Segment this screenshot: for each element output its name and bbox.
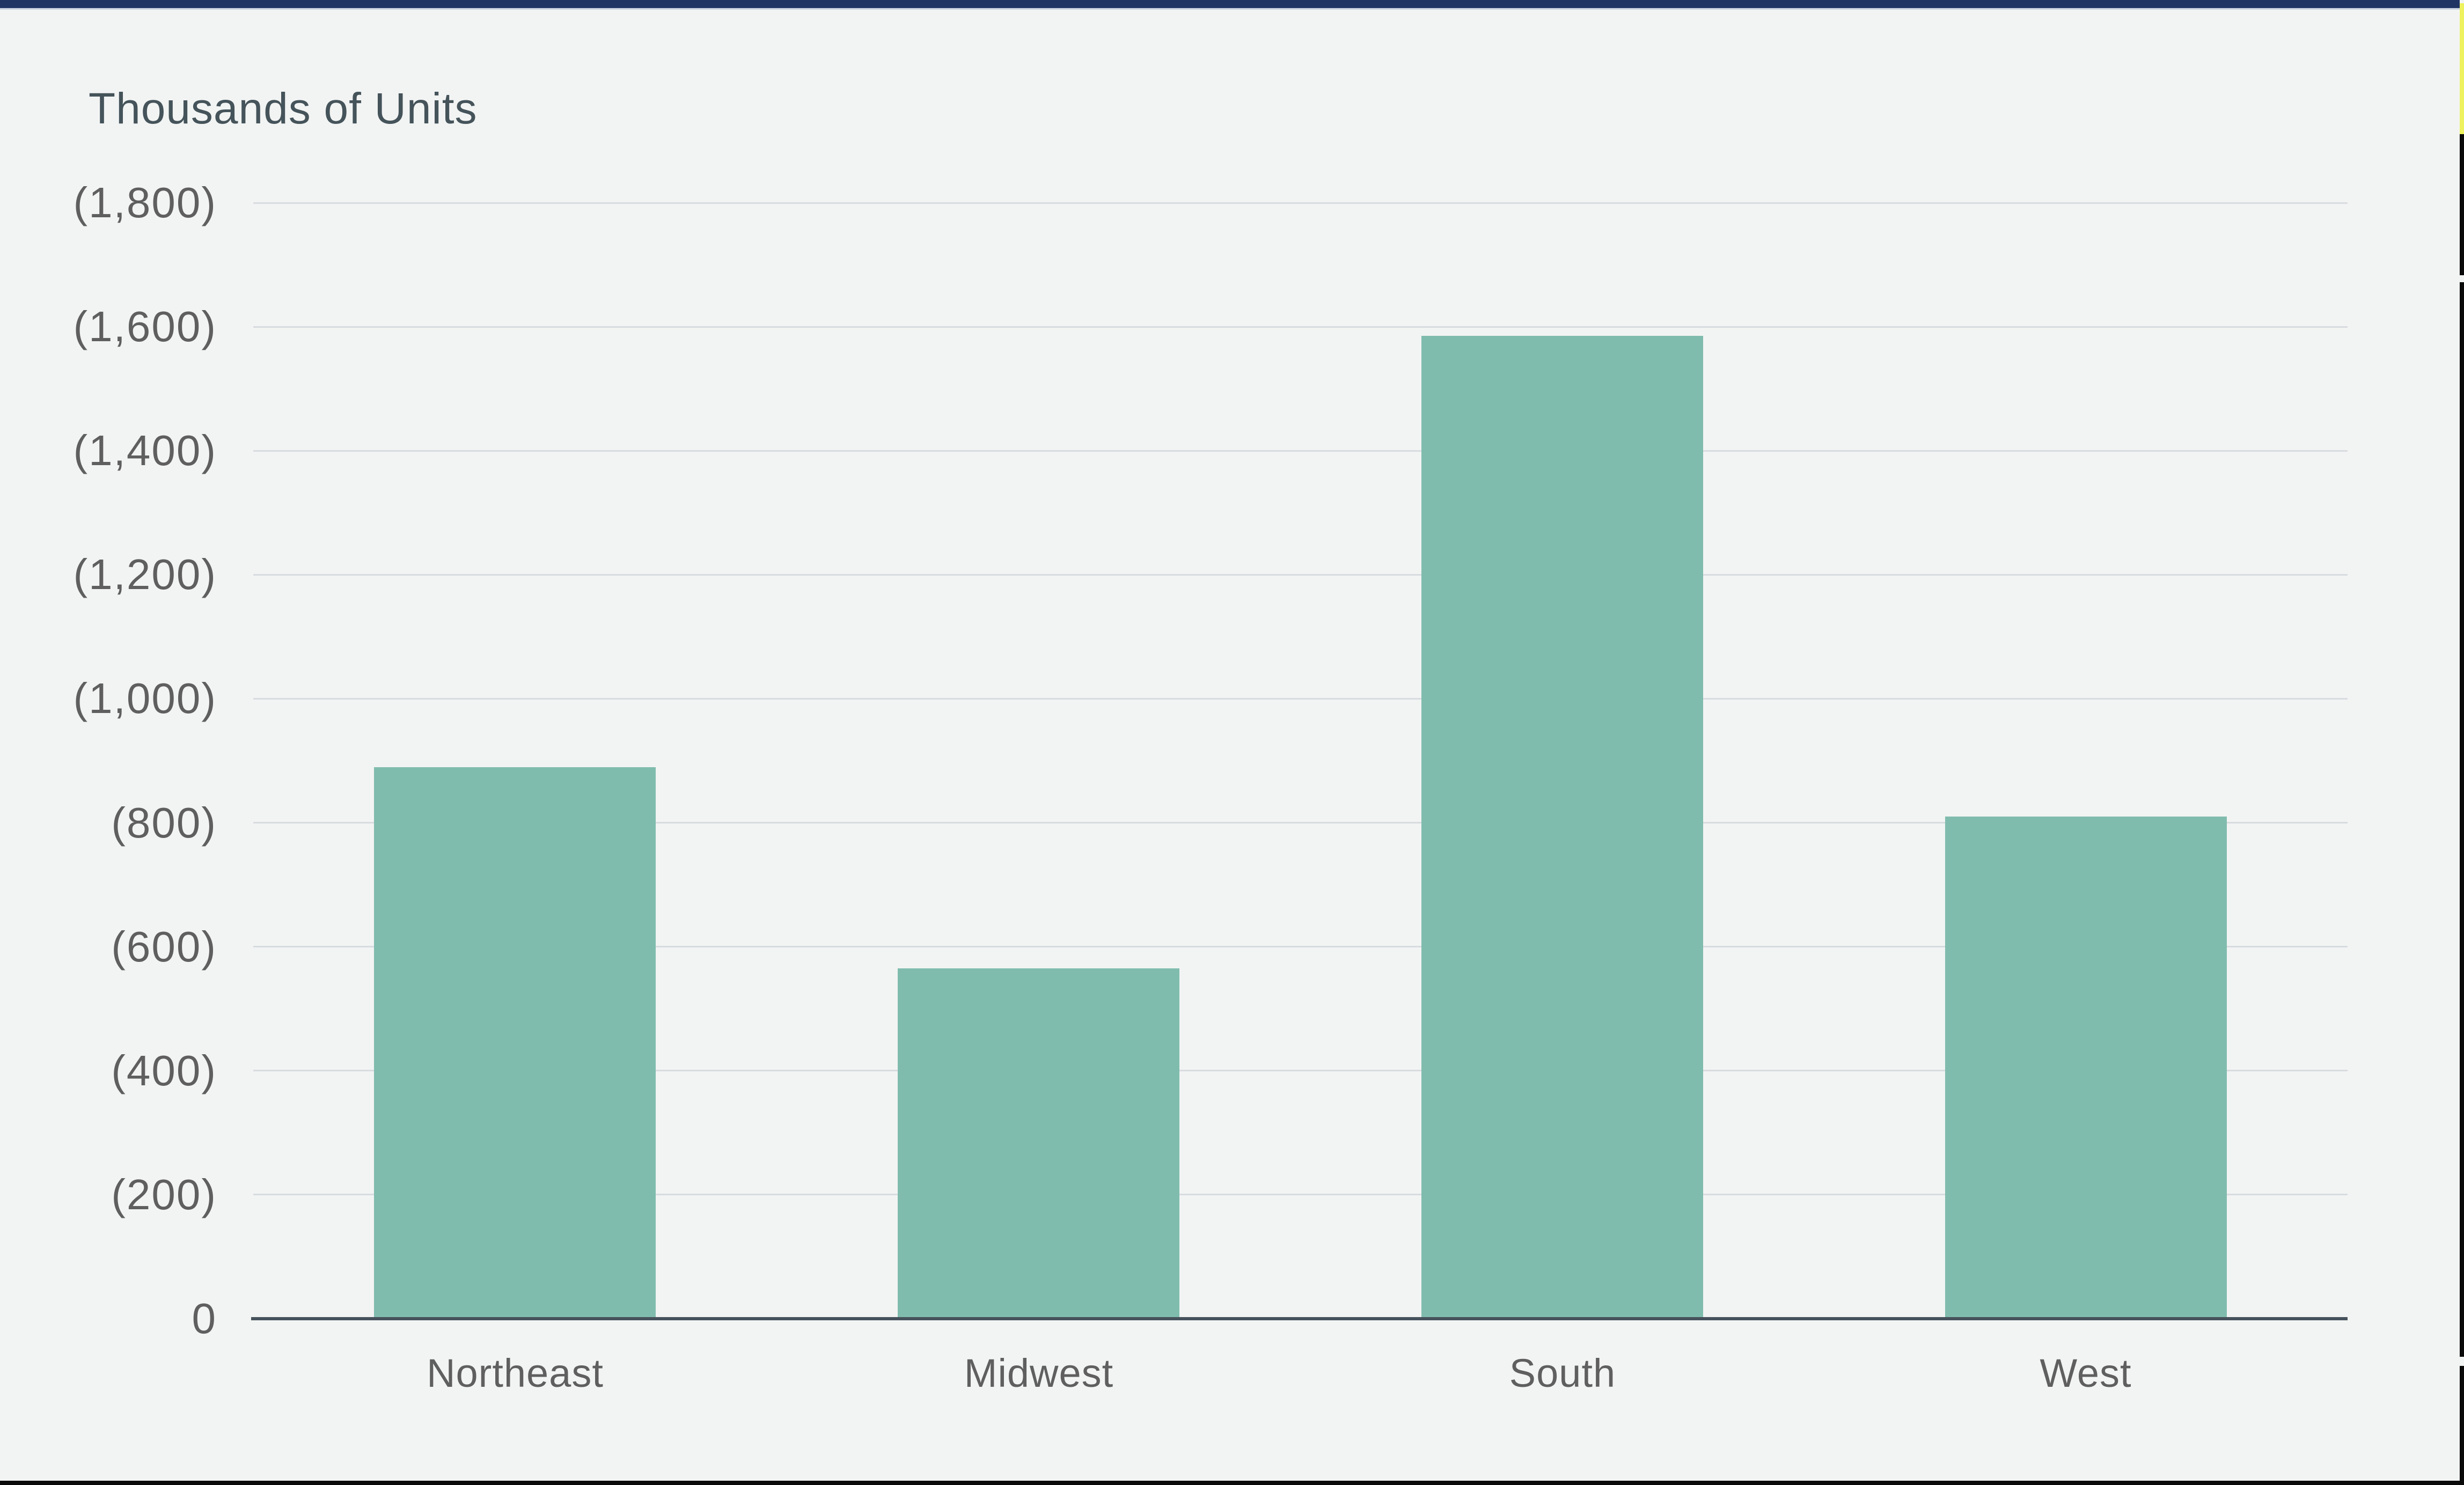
bar-south <box>1421 336 1703 1319</box>
top-accent-underline <box>0 8 2460 10</box>
gridline <box>253 326 2348 328</box>
y-axis-tick-label: 0 <box>192 1295 217 1342</box>
y-axis-tick-label: (1,600) <box>73 303 217 350</box>
y-axis-tick-label: (1,800) <box>73 179 217 226</box>
chart-title: Thousands of Units <box>89 84 478 133</box>
gridline <box>253 450 2348 452</box>
y-axis-tick-label: (800) <box>111 799 217 847</box>
x-axis-label-south: South <box>1509 1351 1616 1395</box>
gridline <box>253 822 2348 824</box>
y-axis-tick-label: (1,000) <box>73 674 217 722</box>
screen-right-edge-yellow-strip <box>2460 3 2464 134</box>
y-axis-tick-label: (1,200) <box>73 550 217 598</box>
bar-northeast <box>374 767 656 1319</box>
gridline <box>253 1194 2348 1195</box>
gridline <box>253 574 2348 576</box>
y-axis-tick-label: (200) <box>111 1171 217 1218</box>
y-axis-tick-label: (1,400) <box>73 427 217 474</box>
gridline <box>253 202 2348 204</box>
screen-right-edge-strip <box>2460 1366 2464 1485</box>
gridline <box>253 946 2348 947</box>
y-axis-tick-label: (600) <box>111 923 217 971</box>
gridline <box>253 1070 2348 1071</box>
bar-west <box>1945 817 2227 1319</box>
x-axis-label-northeast: Northeast <box>427 1351 604 1395</box>
x-axis-label-west: West <box>2040 1351 2132 1395</box>
gridline <box>253 698 2348 700</box>
y-axis-tick-label: (400) <box>111 1047 217 1094</box>
screen-right-edge-strip <box>2460 282 2464 1357</box>
screen-bottom-edge <box>0 1481 2464 1485</box>
window-top-accent-bar <box>0 0 2460 8</box>
x-axis-line <box>251 1317 2348 1320</box>
x-axis-label-midwest: Midwest <box>964 1351 1114 1395</box>
screen-right-edge-strip <box>2460 134 2464 275</box>
bar-midwest <box>898 968 1179 1319</box>
